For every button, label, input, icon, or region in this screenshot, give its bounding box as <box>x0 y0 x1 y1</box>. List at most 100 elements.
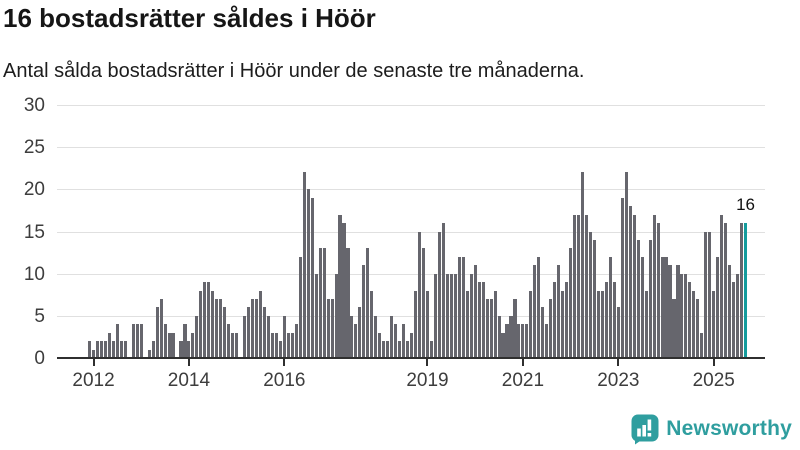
bar <box>573 214 577 358</box>
bar <box>350 315 354 358</box>
bar <box>545 324 549 358</box>
bar <box>700 332 704 358</box>
y-gridline <box>57 273 765 275</box>
bar <box>135 324 139 358</box>
bar <box>207 282 211 358</box>
bar <box>612 282 616 358</box>
y-axis-tick-label: 5 <box>34 305 45 327</box>
bar <box>676 265 680 358</box>
bar <box>227 324 231 358</box>
bar <box>429 341 433 358</box>
bar <box>199 290 203 358</box>
bar <box>370 290 374 358</box>
bar <box>716 256 720 358</box>
bar <box>258 290 263 358</box>
x-axis-tick <box>92 359 95 366</box>
bar <box>728 265 732 358</box>
bar <box>668 265 672 358</box>
x-axis-tick-label: 2021 <box>501 370 545 391</box>
bar <box>119 341 123 358</box>
bar <box>354 324 358 358</box>
bar <box>477 282 481 358</box>
newsworthy-bubble-chart-icon <box>631 414 659 445</box>
bar <box>521 324 525 358</box>
bar <box>525 324 529 358</box>
bar <box>223 307 227 358</box>
bar <box>656 223 660 358</box>
bar <box>322 248 326 358</box>
bar <box>473 265 477 358</box>
bar <box>449 273 453 358</box>
bar <box>616 307 620 358</box>
bar <box>708 231 712 358</box>
bar <box>406 341 410 358</box>
bar <box>541 307 545 358</box>
bar <box>465 290 469 358</box>
bar <box>195 315 199 358</box>
last-value-label: 16 <box>736 195 755 215</box>
y-axis-tick-label: 20 <box>23 179 45 201</box>
bar <box>131 324 135 358</box>
bar <box>95 341 100 358</box>
bar <box>732 282 736 358</box>
bar <box>417 231 422 358</box>
bar <box>235 332 239 358</box>
x-axis-tick <box>426 359 429 366</box>
bar <box>167 332 171 358</box>
bar <box>644 290 648 358</box>
bar <box>441 223 445 358</box>
bar <box>533 265 537 358</box>
bar <box>366 248 370 358</box>
bar <box>425 290 430 358</box>
bar <box>640 256 644 358</box>
bar <box>374 315 378 358</box>
bar <box>628 206 632 358</box>
bar <box>302 172 306 358</box>
y-axis-tick-label: 25 <box>23 137 45 159</box>
bar <box>648 239 652 358</box>
bar <box>390 315 394 358</box>
bar <box>584 214 589 358</box>
bar <box>704 231 708 358</box>
bar <box>155 307 159 358</box>
bar <box>398 341 402 358</box>
bar <box>107 332 111 358</box>
bar <box>358 307 362 358</box>
bar <box>298 256 302 358</box>
x-axis-tick-label: 2012 <box>72 370 115 391</box>
newsworthy-logo[interactable]: Newsworthy <box>631 412 792 446</box>
y-axis-tick-label: 10 <box>23 263 45 285</box>
bar <box>620 197 624 358</box>
bar <box>696 298 700 358</box>
x-axis-tick <box>617 359 620 366</box>
bar <box>596 290 600 358</box>
bar <box>88 341 92 358</box>
bar <box>147 349 151 358</box>
bar <box>243 315 247 358</box>
bar <box>219 298 223 358</box>
bar <box>600 290 604 358</box>
bar <box>485 298 489 358</box>
y-axis-tick-label: 30 <box>23 95 45 116</box>
bar <box>588 231 593 358</box>
bar <box>565 282 569 358</box>
bar <box>517 324 521 358</box>
bar <box>103 341 107 358</box>
bar <box>624 172 628 358</box>
bar <box>266 315 270 358</box>
bar <box>493 290 497 358</box>
bar <box>362 265 366 358</box>
bar <box>461 256 465 358</box>
chart-title: 16 bostadsrätter såldes i Höör <box>3 3 376 33</box>
chart-subtitle: Antal sålda bostadsrätter i Höör under d… <box>3 60 585 82</box>
bar <box>724 223 728 358</box>
bar <box>386 341 390 358</box>
bar <box>282 315 286 358</box>
x-axis-tick-label: 2025 <box>692 370 735 391</box>
bar <box>688 282 692 358</box>
bar <box>592 239 596 358</box>
bar <box>501 332 505 358</box>
bar <box>99 341 104 358</box>
bar <box>342 223 346 358</box>
bar <box>437 231 441 358</box>
